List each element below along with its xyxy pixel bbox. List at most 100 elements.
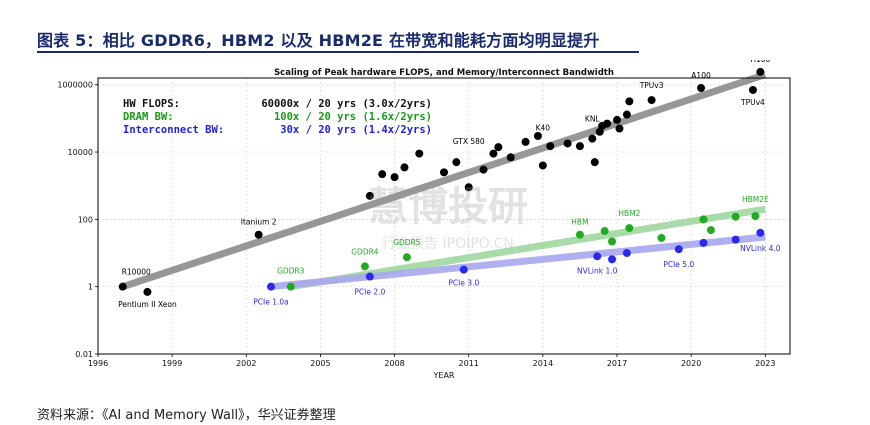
data-point	[751, 212, 760, 221]
data-point	[378, 170, 387, 179]
x-tick-label: 1996	[88, 359, 108, 368]
point-label: PCIe 3.0	[448, 279, 479, 288]
point-label: A100	[691, 71, 711, 80]
legend-label: HW FLOPS:	[123, 98, 180, 110]
x-tick-label: 2011	[459, 359, 479, 368]
data-point	[452, 158, 461, 167]
data-point	[613, 115, 621, 124]
plot-frame	[97, 77, 791, 355]
data-point	[286, 282, 295, 291]
data-point	[731, 235, 740, 244]
point-label: TPUv4	[740, 98, 765, 107]
data-point	[575, 230, 584, 239]
data-point	[590, 158, 599, 167]
point-label: GDDR3	[277, 267, 305, 276]
data-point	[506, 153, 515, 162]
figure-title: 图表 5：相比 GDDR6，HBM2 以及 HBM2E 在带宽和能耗方面均明显提…	[37, 31, 600, 50]
chart-title: Scaling of Peak hardware FLOPS, and Memo…	[274, 68, 614, 78]
watermark: 慧博投研 行业报告 IPOIPO.CN	[368, 184, 528, 252]
data-point	[625, 224, 634, 233]
point-label: H100	[750, 60, 770, 64]
point-label: PCIe 1.0a	[253, 298, 289, 307]
data-point	[647, 96, 656, 105]
data-point	[118, 282, 127, 291]
point-label: GTX 580	[453, 137, 485, 146]
legend-value: 30x / 20 yrs (1.4x/2yrs)	[280, 124, 432, 136]
data-point	[479, 165, 488, 174]
legend-label: Interconnect BW:	[123, 124, 224, 136]
data-point	[588, 134, 597, 143]
point-label: HBM2	[618, 209, 640, 218]
data-point	[521, 137, 530, 146]
data-point	[756, 67, 765, 76]
axis-ticks: 1996 1999 2002 2005 2008 2011 2014 2017 2020 2023…	[57, 81, 775, 368]
data-point	[365, 272, 374, 281]
data-point	[615, 124, 624, 133]
data-point	[546, 142, 555, 151]
point-label: R10000	[122, 268, 151, 277]
x-tick-label: 1999	[162, 359, 182, 368]
legend-value: 60000x / 20 yrs (3.0x/2yrs)	[261, 98, 432, 110]
data-point	[699, 238, 708, 247]
data-point	[489, 149, 498, 158]
point-label: NVLink 4.0	[740, 244, 781, 253]
data-point	[603, 119, 612, 128]
data-point	[400, 163, 409, 172]
x-tick-label: 2014	[533, 359, 553, 368]
point-label: Itanium 2	[241, 218, 277, 227]
data-point	[575, 142, 584, 151]
data-point	[459, 265, 468, 274]
point-labels: R10000 Pentium II Xeon Itanium 2 GTX 580 K40…	[118, 60, 781, 309]
data-point	[622, 249, 631, 258]
x-tick-label: 2023	[755, 359, 775, 368]
source-note: 资料来源：《AI and Memory Wall》，华兴证券整理	[37, 408, 336, 423]
data-point	[533, 131, 542, 140]
point-label: PCIe 5.0	[663, 260, 694, 269]
scaling-chart: R10000 Pentium II Xeon Itanium 2 GTX 580 K40…	[57, 60, 828, 382]
point-label: HBM2E	[742, 195, 769, 204]
data-point	[608, 237, 617, 246]
y-tick-label: 1000000	[57, 81, 93, 90]
trend-line-2	[270, 233, 766, 291]
point-label: NVLink 1.0	[577, 266, 618, 275]
data-point	[608, 255, 617, 264]
watermark-main: 慧博投研	[368, 184, 528, 230]
data-point	[756, 228, 765, 237]
legend-label: DRAM BW:	[123, 111, 174, 123]
x-tick-label: 2008	[384, 359, 404, 368]
data-point	[593, 252, 602, 261]
y-tick-label: 1	[88, 283, 93, 292]
y-tick-label: 10000	[68, 148, 93, 157]
point-label: HBM	[571, 218, 588, 227]
data-point	[254, 230, 263, 239]
legend-value: 100x / 20 yrs (1.6x/2yrs)	[274, 111, 432, 123]
data-point	[415, 149, 424, 158]
data-point	[143, 287, 152, 296]
point-label: KNL	[585, 115, 601, 124]
point-label: K40	[536, 123, 551, 132]
trend-line-0	[121, 71, 767, 291]
x-axis-label: YEAR	[433, 371, 455, 380]
data-point	[402, 253, 411, 262]
data-point	[657, 233, 666, 242]
x-tick-label: 2005	[310, 359, 330, 368]
point-label: TPUv3	[639, 81, 664, 90]
data-point	[748, 85, 757, 94]
point-label: GDDR5	[393, 238, 421, 247]
data-point	[538, 161, 547, 170]
data-point	[390, 173, 399, 182]
chart-background	[96, 72, 828, 382]
data-point	[674, 245, 683, 254]
data-point	[600, 227, 609, 236]
data-point	[697, 83, 706, 92]
chart-legend: HW FLOPS: 60000x / 20 yrs (3.0x/2yrs) DRAM…	[123, 98, 432, 136]
data-point	[365, 191, 374, 200]
data-points	[118, 67, 765, 296]
data-point	[706, 226, 715, 235]
data-point	[494, 143, 503, 152]
data-point	[563, 139, 572, 148]
data-point	[625, 97, 634, 106]
x-tick-label: 2020	[681, 359, 701, 368]
x-tick-label: 2002	[236, 359, 256, 368]
title-underline	[37, 51, 639, 53]
